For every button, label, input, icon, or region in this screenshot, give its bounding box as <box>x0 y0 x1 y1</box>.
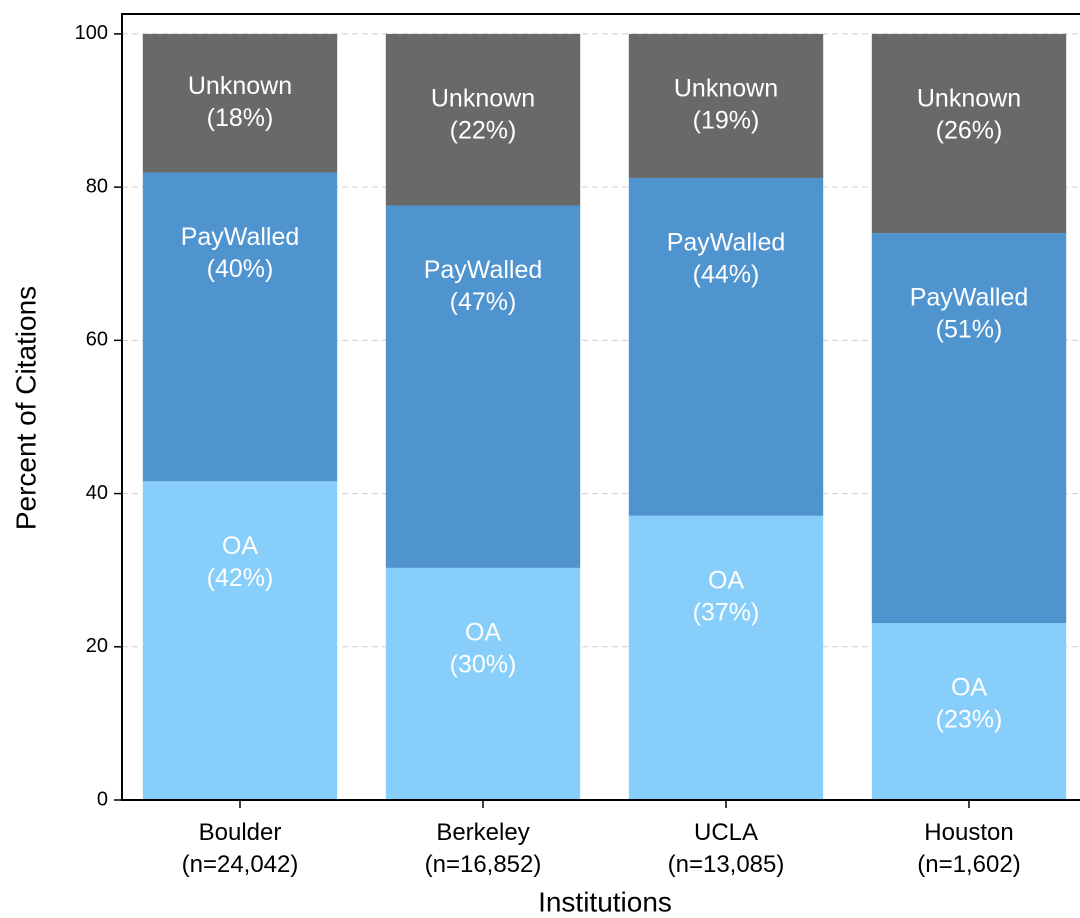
segment-name: PayWalled <box>667 229 786 257</box>
bar-segment <box>142 172 338 482</box>
data-label: (40%) <box>207 255 274 283</box>
data-label: (42%) <box>207 564 274 592</box>
bar-segment <box>385 205 581 568</box>
segment-name: OA <box>951 674 987 702</box>
bar-segment <box>142 33 338 173</box>
y-axis-label: Percent of Citations <box>10 286 41 530</box>
bar-segment <box>871 33 1067 234</box>
bar-segment <box>628 177 824 516</box>
segment-name: OA <box>465 618 501 646</box>
y-tick-label: 0 <box>97 788 108 810</box>
data-label: (44%) <box>693 261 760 289</box>
data-label: (30%) <box>450 650 517 678</box>
data-label: (19%) <box>693 107 760 135</box>
y-tick-label: 100 <box>75 22 108 44</box>
y-tick-label: 60 <box>86 329 108 351</box>
bar-segment <box>871 623 1067 800</box>
segment-name: PayWalled <box>910 284 1029 312</box>
data-label: (22%) <box>450 117 517 145</box>
x-tick-label: Houston (n=1,602) <box>917 819 1021 878</box>
bar-segment <box>628 33 824 178</box>
y-tick-label: 40 <box>86 482 108 504</box>
bar-segment <box>385 567 581 800</box>
y-tick-label: 20 <box>86 635 108 657</box>
segment-name: OA <box>222 532 258 560</box>
segment-name: PayWalled <box>424 256 543 284</box>
data-label: (18%) <box>207 104 274 132</box>
bar-segment <box>142 481 338 800</box>
x-tick-label: UCLA (n=13,085) <box>667 819 785 878</box>
data-label: (26%) <box>936 117 1003 145</box>
bar-segment <box>628 515 824 800</box>
y-tick-label: 80 <box>86 175 108 197</box>
data-label: (23%) <box>936 706 1003 734</box>
x-axis-label: Institutions <box>538 886 672 917</box>
segment-name: Unknown <box>674 75 778 103</box>
segment-name: Unknown <box>917 85 1021 113</box>
bar-segment <box>385 33 581 206</box>
data-label: (37%) <box>693 598 760 626</box>
bar-segment <box>871 233 1067 624</box>
data-label: (47%) <box>450 288 517 316</box>
x-tick-label: Boulder (n=24,042) <box>181 819 299 878</box>
segment-name: OA <box>708 566 744 594</box>
data-label: (51%) <box>936 316 1003 344</box>
segment-name: Unknown <box>431 85 535 113</box>
segment-name: Unknown <box>188 72 292 100</box>
x-tick-label: Berkeley (n=16,852) <box>424 819 542 878</box>
segment-name: PayWalled <box>181 223 300 251</box>
